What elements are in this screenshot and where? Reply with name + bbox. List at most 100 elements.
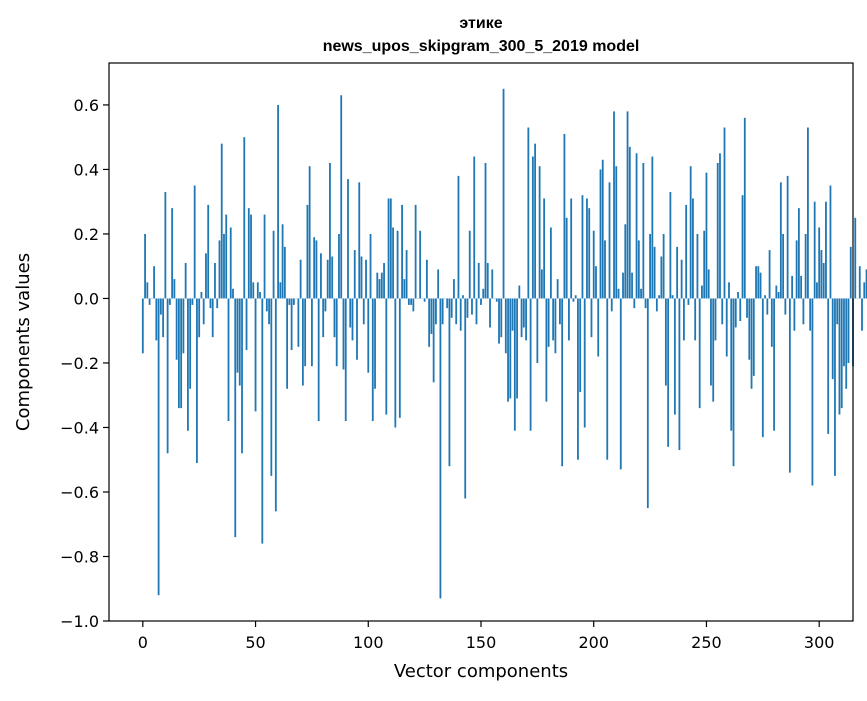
bar xyxy=(555,298,557,353)
bar xyxy=(164,192,166,298)
bar xyxy=(609,182,611,298)
bar xyxy=(733,298,735,466)
bar xyxy=(230,228,232,299)
bar xyxy=(356,298,358,359)
bar xyxy=(812,298,814,485)
y-axis-label: Components values xyxy=(13,253,34,431)
bar xyxy=(487,263,489,298)
bar xyxy=(338,234,340,299)
bar xyxy=(390,198,392,298)
bar xyxy=(498,298,500,343)
bar xyxy=(570,198,572,298)
bar xyxy=(234,298,236,537)
bar xyxy=(552,298,554,340)
bar xyxy=(701,286,703,299)
bar xyxy=(577,298,579,459)
bar xyxy=(169,298,171,304)
bar xyxy=(433,298,435,382)
bar xyxy=(286,298,288,388)
bar xyxy=(458,176,460,299)
bar xyxy=(622,273,624,299)
bar xyxy=(252,282,254,298)
bar xyxy=(699,298,701,408)
bar xyxy=(219,240,221,298)
bar xyxy=(697,234,699,299)
bar xyxy=(349,298,351,327)
bar xyxy=(703,231,705,299)
bar xyxy=(755,266,757,298)
bar xyxy=(403,279,405,298)
bar xyxy=(647,298,649,508)
bar xyxy=(469,231,471,299)
bar xyxy=(370,234,372,299)
bar xyxy=(715,298,717,340)
bar xyxy=(712,298,714,401)
bar xyxy=(309,166,311,298)
bar xyxy=(307,205,309,299)
bar xyxy=(530,298,532,430)
bar xyxy=(809,298,811,330)
bar xyxy=(584,298,586,427)
bar xyxy=(832,298,834,379)
bar xyxy=(155,298,157,340)
bar xyxy=(516,298,518,398)
bar xyxy=(597,298,599,356)
bar xyxy=(762,298,764,437)
bar xyxy=(401,205,403,299)
bar xyxy=(455,298,457,324)
bar xyxy=(304,298,306,366)
bar xyxy=(658,295,660,298)
bar xyxy=(259,292,261,298)
bar xyxy=(737,292,739,298)
bar xyxy=(602,160,604,299)
bar xyxy=(171,208,173,298)
bar xyxy=(243,137,245,298)
bar xyxy=(669,192,671,298)
bar xyxy=(293,298,295,304)
bar xyxy=(728,282,730,298)
bar xyxy=(149,298,151,304)
bar xyxy=(241,298,243,453)
bar xyxy=(361,257,363,299)
bar xyxy=(624,224,626,298)
bar xyxy=(505,298,507,353)
bar xyxy=(645,298,647,308)
bar xyxy=(545,298,547,401)
bar xyxy=(631,273,633,299)
bar xyxy=(561,298,563,466)
bar xyxy=(180,298,182,408)
bar xyxy=(162,298,164,337)
bar xyxy=(185,263,187,298)
bar xyxy=(228,298,230,421)
bar xyxy=(688,298,690,304)
bar xyxy=(735,298,737,327)
bar xyxy=(160,298,162,314)
x-tick-label: 50 xyxy=(245,633,265,652)
bar xyxy=(255,298,257,411)
bar xyxy=(757,266,759,298)
y-tick-label: −1.0 xyxy=(60,612,99,631)
bar xyxy=(464,298,466,498)
bar xyxy=(284,247,286,299)
bar xyxy=(814,202,816,299)
bar xyxy=(354,250,356,298)
bar xyxy=(480,298,482,304)
bar xyxy=(406,250,408,298)
bar xyxy=(503,89,505,299)
bar xyxy=(363,298,365,324)
bar xyxy=(216,298,218,308)
bar xyxy=(431,298,433,333)
bar xyxy=(451,298,453,317)
bar xyxy=(600,169,602,298)
bar xyxy=(566,218,568,299)
bar xyxy=(496,298,498,301)
bar xyxy=(203,298,205,324)
bar xyxy=(764,295,766,298)
bar xyxy=(261,298,263,543)
bar xyxy=(246,298,248,350)
bar xyxy=(419,231,421,299)
bar xyxy=(845,298,847,388)
bar xyxy=(615,166,617,298)
bar xyxy=(724,128,726,299)
